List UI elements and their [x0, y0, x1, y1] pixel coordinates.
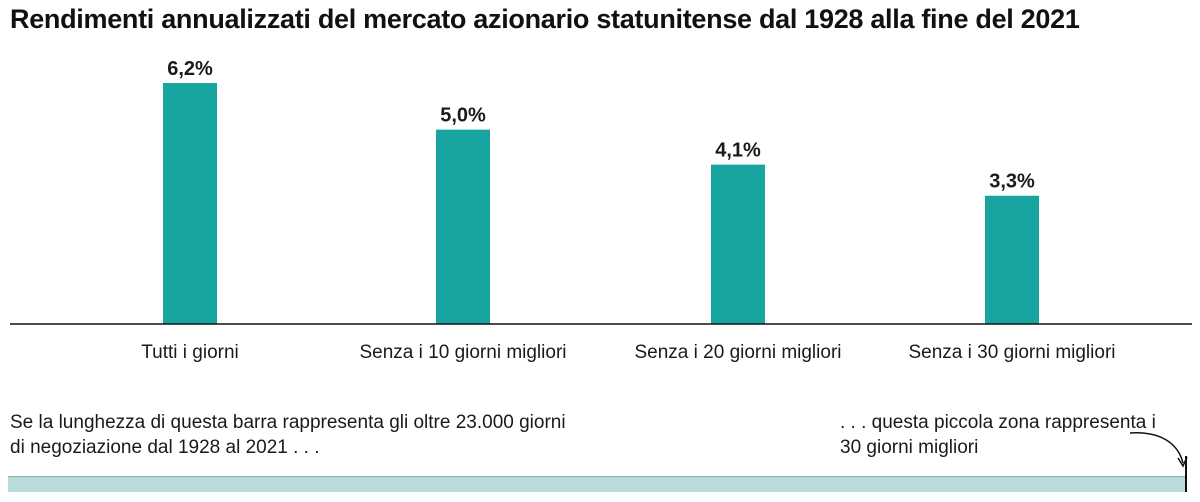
bar — [711, 164, 765, 324]
best-days-note: . . . questa piccola zona rappresenta i … — [840, 412, 1156, 458]
bar-value-label: 4,1% — [715, 140, 761, 162]
bar-value-label: 5,0% — [440, 105, 486, 127]
chart-title: Rendimenti annualizzati del mercato azio… — [10, 4, 1080, 34]
bar — [985, 195, 1039, 324]
bar — [436, 129, 490, 324]
category-label: Senza i 20 giorni migliori — [635, 342, 842, 363]
bar-value-label: 6,2% — [167, 58, 213, 80]
trading-days-bar — [8, 476, 1186, 492]
bar-chart: 6,2% Tutti i giorni 5,0% Senza i 10 giorni … — [10, 58, 1192, 363]
bar — [163, 83, 217, 324]
trading-days-note: Se la lunghezza di questa barra rapprese… — [10, 412, 566, 458]
category-label: Senza i 10 giorni migliori — [360, 342, 567, 363]
category-label: Tutti i giorni — [141, 342, 239, 363]
best-days-marker — [1185, 456, 1187, 492]
arrow-icon — [1129, 432, 1188, 468]
bar-value-label: 3,3% — [989, 171, 1035, 193]
category-label: Senza i 30 giorni migliori — [909, 342, 1116, 363]
